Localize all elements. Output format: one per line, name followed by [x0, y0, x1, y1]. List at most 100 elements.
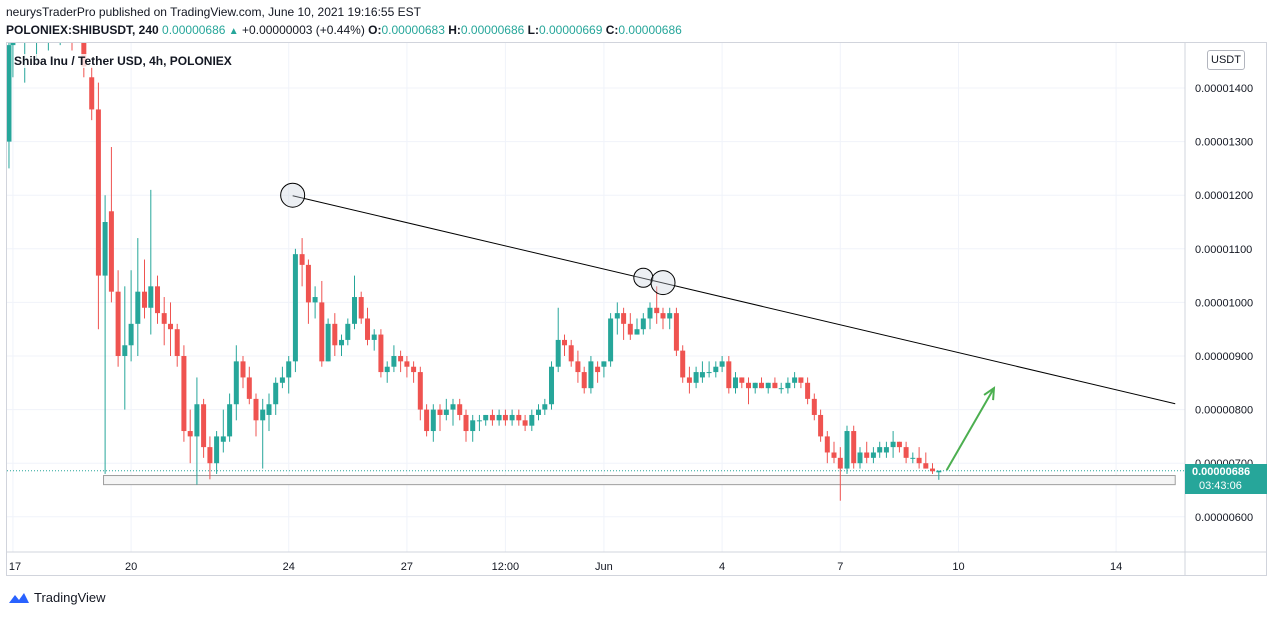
candle-body	[647, 307, 653, 319]
candle-body	[10, 43, 16, 46]
candle-body	[345, 323, 351, 340]
candle-body	[502, 414, 508, 421]
close-value: 0.00000686	[618, 23, 682, 37]
candle-body	[733, 377, 739, 389]
low-value: 0.00000669	[539, 23, 603, 37]
candle-body	[588, 361, 594, 389]
x-tick-label: 7	[837, 561, 843, 573]
candle-body	[187, 431, 193, 437]
y-tick-label: 0.00000800	[1195, 405, 1253, 417]
candle-body	[352, 297, 358, 324]
candle-body	[240, 361, 246, 378]
candle-body	[509, 414, 515, 421]
x-tick-label: 12:00	[492, 561, 520, 573]
candle-body	[227, 404, 233, 437]
candle-body	[7, 45, 12, 142]
candle-body	[22, 34, 27, 39]
candle-body	[207, 447, 213, 464]
candle-body	[608, 318, 614, 362]
published-line: neurysTraderPro published on TradingView…	[6, 5, 421, 19]
candle-body	[378, 334, 384, 373]
candle-body	[555, 339, 561, 367]
currency-button[interactable]: USDT	[1207, 50, 1245, 70]
candle-body	[805, 382, 811, 399]
candle-body	[660, 313, 666, 319]
candle-body	[811, 398, 817, 415]
open-label: O:	[368, 23, 382, 37]
projection-arrow-head	[983, 386, 996, 401]
candle-body	[135, 291, 141, 324]
candle-body	[851, 431, 857, 464]
candle-body	[102, 222, 108, 276]
candle-body	[673, 313, 679, 351]
candle-body	[693, 372, 699, 383]
candle-body	[470, 420, 476, 432]
candle-body	[903, 447, 909, 458]
plot-layer	[7, 24, 1185, 501]
x-tick-label: 17	[9, 561, 21, 573]
descending-trendline	[292, 195, 1176, 405]
candle-body	[108, 211, 114, 292]
candle-body	[430, 409, 436, 432]
candle-body	[115, 291, 121, 356]
candle-body	[424, 409, 430, 432]
candle-body	[614, 313, 620, 319]
candle-body	[233, 361, 239, 405]
candle-body	[654, 307, 660, 314]
candle-body	[686, 377, 692, 383]
candle-body	[450, 404, 456, 410]
candle-body	[89, 77, 95, 110]
last-price-tag-value: 0.00000686	[1192, 466, 1251, 478]
candle-body	[371, 334, 377, 340]
candle-body	[305, 264, 311, 303]
candle-body	[332, 323, 338, 346]
last-price-tag: 0.00000686 03:43:06	[1185, 464, 1267, 494]
candle-body	[595, 366, 601, 373]
x-tick-label: 14	[1110, 561, 1122, 573]
high-label: H:	[448, 23, 461, 37]
candle-body	[699, 372, 705, 378]
candle-body	[325, 323, 331, 362]
candle-body	[46, 24, 51, 35]
candle-body	[581, 372, 587, 389]
candle-body	[870, 452, 876, 458]
change-value: +0.00000003 (+0.44%)	[242, 23, 365, 37]
y-tick-label: 0.00001100	[1195, 244, 1252, 256]
candle-body	[404, 361, 410, 367]
candle-body	[319, 302, 325, 362]
y-tick-label: 0.00001000	[1195, 297, 1253, 309]
candle-body	[273, 382, 279, 405]
candle-body	[778, 388, 784, 390]
candle-body	[890, 441, 896, 448]
candle-body	[549, 366, 555, 405]
low-label: L:	[527, 23, 539, 37]
symbol-ohlc-line: POLONIEX:SHIBUSDT, 240 0.00000686 ▲ +0.0…	[6, 23, 682, 37]
candle-body	[706, 372, 712, 374]
candle-body	[496, 414, 502, 421]
candle-body	[155, 286, 161, 314]
candle-body	[365, 318, 371, 340]
candle-body	[916, 457, 922, 464]
candle-body	[627, 323, 633, 335]
candle-body	[542, 404, 548, 410]
candle-body	[411, 366, 417, 373]
candle-body	[266, 404, 272, 415]
high-value: 0.00000686	[460, 23, 525, 37]
up-triangle-icon: ▲	[228, 26, 239, 37]
candle-body	[398, 356, 404, 362]
candle-body	[930, 468, 936, 472]
y-tick-label: 0.00001200	[1195, 190, 1253, 202]
candle-body	[667, 313, 673, 319]
x-tick-label: 24	[283, 561, 295, 573]
close-label: C:	[605, 23, 619, 37]
candle-body	[194, 404, 200, 437]
candle-body	[772, 382, 778, 389]
footer-brand[interactable]: TradingView	[8, 590, 106, 605]
candle-body	[798, 377, 804, 383]
candle-body	[719, 361, 725, 367]
candle-body	[765, 382, 771, 389]
candle-body	[752, 382, 758, 389]
x-tick-label: 20	[125, 561, 137, 573]
candle-body	[516, 414, 522, 421]
